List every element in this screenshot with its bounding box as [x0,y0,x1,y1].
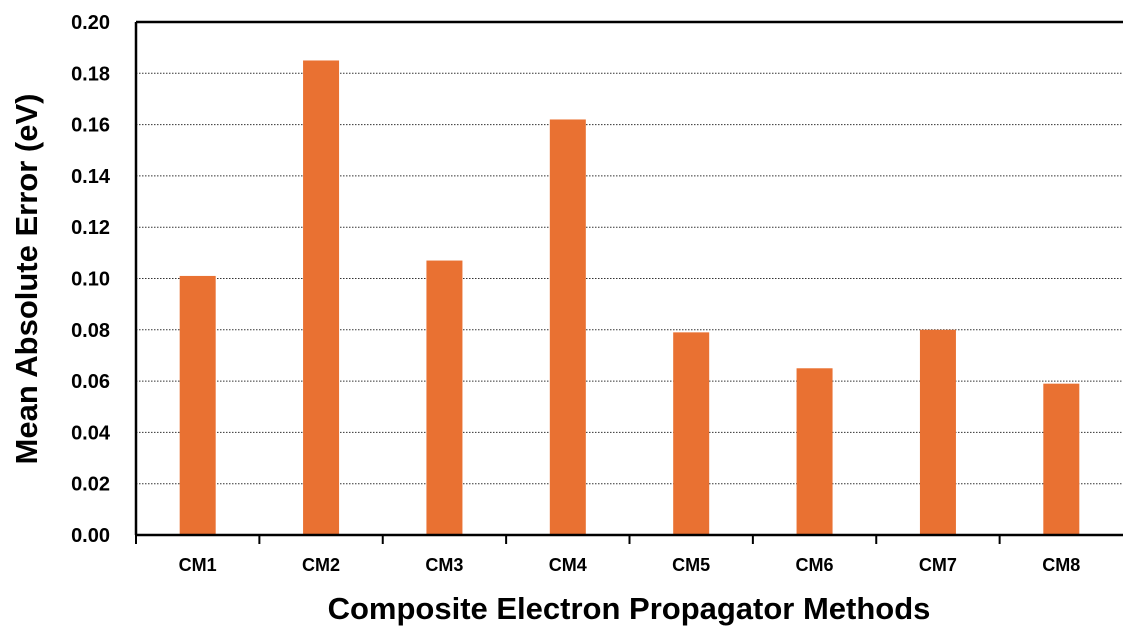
x-axis-title: Composite Electron Propagator Methods [328,591,931,626]
x-tick-label: CM8 [1042,555,1080,575]
bars [179,60,1080,535]
y-tick-label: 0.14 [71,166,111,188]
axes [134,20,1123,544]
y-tick-label: 0.12 [71,217,110,239]
bar [673,332,710,535]
bar [179,275,216,535]
y-tick-labels: 0.00 0.02 0.04 0.06 0.08 0.10 0.12 0.14 0.16 0.18… [71,12,111,547]
x-tick-label: CM6 [796,555,834,575]
y-tick-label: 0.08 [71,320,110,342]
y-tick-label: 0.10 [71,269,110,291]
y-tick-label: 0.00 [71,525,110,547]
y-tick-label: 0.16 [71,115,110,137]
y-tick-label: 0.20 [71,12,110,34]
x-tick-label: CM5 [672,555,710,575]
x-tick-label: CM3 [425,555,463,575]
bar [549,119,586,535]
x-tick-label: CM4 [549,555,587,575]
bar [426,260,463,535]
bar [796,368,833,535]
x-tick-label: CM2 [302,555,340,575]
bar [919,329,956,535]
y-axis-title: Mean Absolute Error (eV) [9,94,44,465]
y-tick-label: 0.02 [71,474,110,496]
x-tick-label: CM1 [179,555,217,575]
bar [1043,383,1080,535]
bar [303,60,340,535]
x-tick-label: CM7 [919,555,957,575]
grid-lines [136,72,1123,485]
y-tick-label: 0.18 [71,63,110,85]
y-tick-label: 0.06 [71,371,110,393]
y-tick-label: 0.04 [71,422,111,444]
x-tick-labels: CM1 CM2 CM3 CM4 CM5 CM6 CM7 CM8 [179,555,1081,575]
